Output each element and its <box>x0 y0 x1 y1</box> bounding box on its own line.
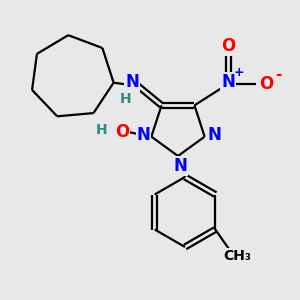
Text: -: - <box>275 67 281 82</box>
Text: N: N <box>125 73 139 91</box>
Text: O: O <box>221 37 235 55</box>
Text: N: N <box>136 126 150 144</box>
Text: N: N <box>173 157 187 175</box>
Text: H: H <box>96 123 108 137</box>
Text: N: N <box>221 73 235 91</box>
Text: N: N <box>208 126 222 144</box>
Text: CH₃: CH₃ <box>224 248 251 262</box>
Text: O: O <box>259 75 273 93</box>
Text: O: O <box>115 123 129 141</box>
Text: H: H <box>120 92 131 106</box>
Text: +: + <box>234 65 244 79</box>
